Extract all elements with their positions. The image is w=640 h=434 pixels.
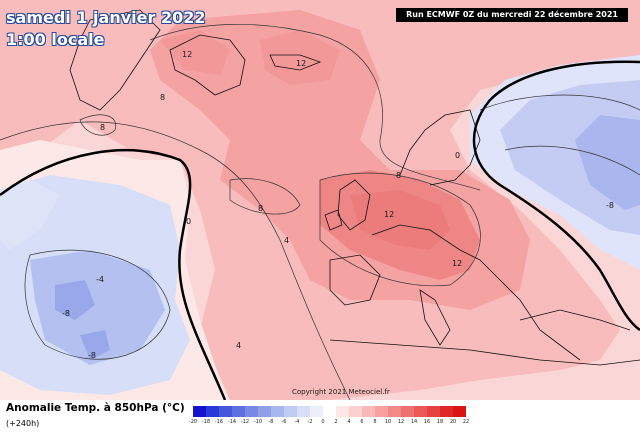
warm-anomaly-north: [260, 30, 340, 85]
legend-swatch: [284, 406, 297, 417]
contour-label: -8: [606, 201, 614, 210]
legend-tick: 20: [449, 419, 457, 425]
contour-label: 0: [186, 217, 191, 226]
legend-tick: 16: [423, 419, 431, 425]
legend-tick: 22: [462, 419, 470, 425]
cold-anomaly-atlantic-peak: [55, 280, 95, 320]
legend-tick: 12: [397, 419, 405, 425]
legend-tick: 6: [360, 419, 364, 425]
contour-label: 0: [455, 151, 460, 160]
legend-swatch: [271, 406, 284, 417]
legend-tick: 18: [436, 419, 444, 425]
legend-swatch: [427, 406, 440, 417]
legend-title: Anomalie Temp. à 850hPa (°C): [6, 402, 185, 414]
zero-isotherm-west: [0, 148, 227, 400]
anomaly-map-canvas: 12 12 12 12 8 8 8 8 4 4 0 0 -4 -8 -8 -8: [0, 0, 640, 400]
legend-swatch: [245, 406, 258, 417]
legend-swatch: [453, 406, 466, 417]
legend-tick: 0: [321, 419, 325, 425]
legend-swatch: [362, 406, 375, 417]
legend-tick: 2: [334, 419, 338, 425]
warm-anomaly-peak-2: [350, 190, 450, 250]
legend-swatch: [349, 406, 362, 417]
legend-swatch: [310, 406, 323, 417]
contour-label: -4: [96, 275, 104, 284]
legend-tick: 10: [384, 419, 392, 425]
legend-swatch: [440, 406, 453, 417]
legend-swatch: [193, 406, 206, 417]
coastlines: [69, 9, 640, 366]
legend-swatch: [336, 406, 349, 417]
model-run-banner: Run ECMWF 0Z du mercredi 22 décembre 202…: [396, 8, 628, 22]
legend-swatch: [258, 406, 271, 417]
legend-swatch: [388, 406, 401, 417]
legend-swatch: [297, 406, 310, 417]
contour-label: 8: [160, 93, 165, 102]
isolines: [0, 24, 640, 400]
contour-label: 12: [182, 50, 192, 59]
legend-tick: 8: [373, 419, 377, 425]
contour-label: 12: [452, 259, 462, 268]
legend-tick: -18: [201, 419, 211, 425]
legend-tick: -4: [294, 419, 300, 425]
cold-anomaly-atlantic-core: [30, 250, 165, 365]
legend-tick: -14: [227, 419, 237, 425]
contour-label: 4: [284, 236, 289, 245]
zero-isotherm-east: [472, 60, 640, 332]
contour-label: 12: [384, 210, 394, 219]
forecast-time-label: 1:00 locale: [6, 30, 105, 49]
contour-label: 4: [236, 341, 241, 350]
legend-swatch: [219, 406, 232, 417]
legend-lead-time: (+240h): [6, 419, 40, 428]
legend-tick: 14: [410, 419, 418, 425]
legend-tick: -10: [253, 419, 263, 425]
copyright-notice: Copyright 2021 Meteociel.fr: [292, 388, 390, 396]
legend-swatch: [232, 406, 245, 417]
contour-label: 8: [258, 204, 263, 213]
legend-swatch: [323, 406, 336, 417]
legend-tick: -20: [188, 419, 198, 425]
cold-anomaly-east-peak: [575, 115, 640, 210]
contour-label-group: 12 12 12 12 8 8 8 8 4 4 0 0 -4 -8 -8 -8: [62, 50, 614, 360]
contour-label: 8: [396, 171, 401, 180]
warm-anomaly-greenland: [160, 30, 230, 75]
legend-swatch: [375, 406, 388, 417]
legend-tick: -6: [281, 419, 287, 425]
legend-tick: -12: [240, 419, 250, 425]
cold-anomaly-labrador: [0, 180, 60, 250]
legend-tick: -2: [307, 419, 313, 425]
contour-label: -8: [62, 309, 70, 318]
legend-bar: Anomalie Temp. à 850hPa (°C) (+240h) -20…: [0, 400, 640, 434]
legend-swatch: [401, 406, 414, 417]
contour-label: 12: [296, 59, 306, 68]
contour-label: 8: [100, 123, 105, 132]
legend-color-scale: [193, 406, 466, 417]
forecast-date-label: samedi 1 janvier 2022: [6, 8, 206, 27]
legend-tick: -8: [268, 419, 274, 425]
legend-swatch: [206, 406, 219, 417]
cold-anomaly-atlantic-peak-2: [80, 330, 110, 360]
legend-swatch: [414, 406, 427, 417]
contour-label: -8: [88, 351, 96, 360]
legend-tick: -16: [214, 419, 224, 425]
legend-tick: 4: [347, 419, 351, 425]
